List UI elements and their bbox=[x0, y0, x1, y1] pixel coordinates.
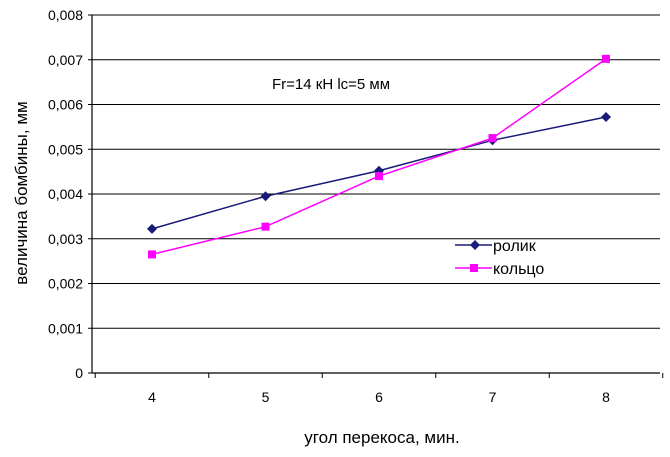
legend-label-rolik: ролик bbox=[493, 238, 537, 255]
x-tick-marks bbox=[94, 373, 664, 378]
x-tick-label: 6 bbox=[375, 389, 383, 405]
y-tick-label: 0,005 bbox=[48, 141, 83, 157]
y-tick-labels: 0 0,001 0,002 0,003 0,004 0,005 0,006 0,007 0,00… bbox=[48, 7, 83, 381]
data-point-rolik bbox=[260, 191, 271, 202]
y-tick-label: 0,006 bbox=[48, 97, 83, 113]
x-tick-label: 7 bbox=[489, 389, 497, 405]
series-layer bbox=[147, 54, 611, 259]
y-tick-label: 0 bbox=[75, 365, 83, 381]
y-tick-label: 0,003 bbox=[48, 231, 83, 247]
y-tick-label: 0,004 bbox=[48, 186, 83, 202]
data-point-koltso bbox=[488, 134, 497, 143]
x-tick-labels: 4 5 6 7 8 bbox=[148, 389, 610, 405]
data-point-koltso bbox=[261, 222, 270, 231]
legend-marker-koltso bbox=[470, 264, 478, 272]
gridlines bbox=[92, 14, 660, 329]
data-point-rolik bbox=[601, 112, 611, 123]
legend-label-koltso: кольцо bbox=[493, 261, 544, 278]
y-tick-label: 0,002 bbox=[48, 276, 83, 292]
x-tick-label: 5 bbox=[262, 389, 270, 405]
y-tick-label: 0,007 bbox=[48, 52, 83, 68]
data-point-koltso bbox=[375, 172, 383, 181]
data-point-koltso bbox=[602, 54, 610, 63]
x-axis-title: угол перекоса, мин. bbox=[304, 428, 459, 447]
data-point-koltso bbox=[148, 250, 156, 259]
y-axis-title: величина бомбины, мм bbox=[12, 101, 31, 284]
chart-annotation: Fr=14 кН lc=5 мм bbox=[272, 76, 390, 93]
y-tick-label: 0,008 bbox=[48, 7, 83, 23]
data-point-rolik bbox=[147, 223, 157, 234]
legend: ролик кольцо bbox=[455, 238, 544, 278]
x-tick-label: 4 bbox=[148, 389, 156, 405]
x-tick-label: 8 bbox=[602, 389, 610, 405]
y-tick-label: 0,001 bbox=[48, 320, 83, 336]
y-tick-marks bbox=[88, 14, 92, 374]
legend-marker-rolik bbox=[470, 240, 480, 250]
